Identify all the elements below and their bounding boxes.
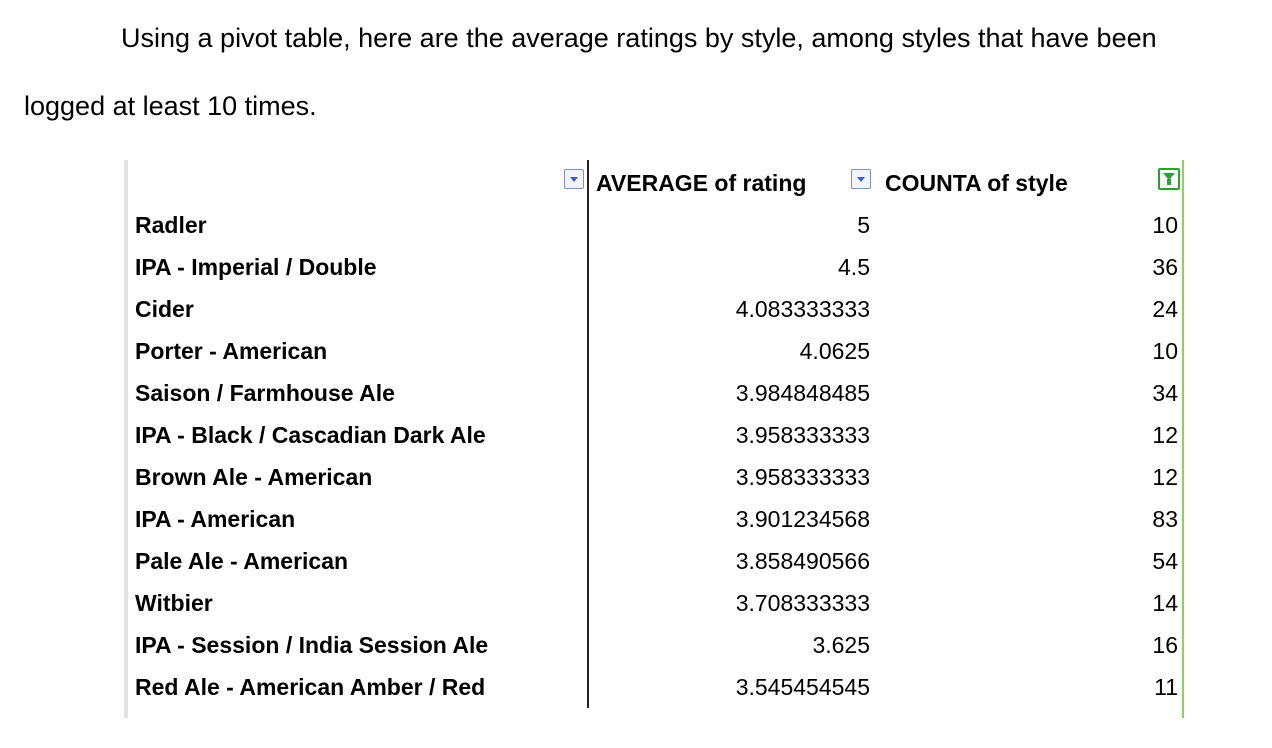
style-cell: Witbier [135,590,213,616]
table-row: Porter - American 4.0625 10 [124,330,1186,372]
table-right-border [1182,160,1184,718]
average-rating-cell: 4.083333333 [735,296,870,322]
table-row: IPA - Black / Cascadian Dark Ale 3.958333… [124,414,1186,456]
average-rating-cell: 3.984848485 [735,380,870,406]
average-rating-cell: 3.708333333 [735,590,870,616]
average-rating-cell: 3.545454545 [735,674,870,700]
table-left-border [124,160,128,718]
style-count-cell: 12 [1152,464,1178,490]
pivot-rows: Radler 5 10 IPA - Imperial / Double 4.5 36 Cid… [124,204,1186,708]
paragraph-line-2: logged at least 10 times. [24,91,317,121]
style-cell: IPA - American [135,506,296,532]
style-count-cell: 10 [1152,338,1178,364]
style-count-cell: 12 [1152,422,1178,448]
style-cell: IPA - Black / Cascadian Dark Ale [135,422,486,448]
style-count-cell: 24 [1152,296,1178,322]
style-cell: IPA - Imperial / Double [135,254,377,280]
table-row: Saison / Farmhouse Ale 3.984848485 34 [124,372,1186,414]
table-row: Pale Ale - American 3.858490566 54 [124,540,1186,582]
average-column-header: AVERAGE of rating [596,170,807,196]
style-cell: IPA - Session / India Session Ale [135,632,489,658]
average-column-dropdown-icon[interactable] [564,169,584,189]
table-row: Brown Ale - American 3.958333333 12 [124,456,1186,498]
average-rating-cell: 3.858490566 [735,548,870,574]
style-count-cell: 10 [1152,212,1178,238]
style-count-cell: 34 [1152,380,1178,406]
style-count-cell: 83 [1152,506,1178,532]
average-rating-cell: 4.0625 [799,338,870,364]
count-column-header: COUNTA of style [885,170,1068,196]
filter-funnel-icon[interactable] [1158,168,1180,190]
average-rating-cell: 4.5 [838,254,870,280]
style-count-cell: 54 [1152,548,1178,574]
average-rating-cell: 5 [857,212,870,238]
table-row: Radler 5 10 [124,204,1186,246]
style-count-cell: 36 [1152,254,1178,280]
average-rating-cell: 3.958333333 [735,422,870,448]
style-cell: Cider [135,296,194,322]
style-cell: Porter - American [135,338,328,364]
table-row: IPA - Imperial / Double 4.5 36 [124,246,1186,288]
table-row: IPA - Session / India Session Ale 3.625 16 [124,624,1186,666]
table-row: Cider 4.083333333 24 [124,288,1186,330]
style-cell: Red Ale - American Amber / Red [135,674,486,700]
average-rating-cell: 3.901234568 [735,506,870,532]
row-header-divider [587,160,589,708]
count-column-dropdown-icon[interactable] [851,169,871,189]
table-row: IPA - American 3.901234568 83 [124,498,1186,540]
style-count-cell: 11 [1154,674,1178,700]
paragraph-line-1: Using a pivot table, here are the averag… [121,23,1157,53]
style-cell: Brown Ale - American [135,464,373,490]
average-rating-cell: 3.625 [812,632,870,658]
style-cell: Saison / Farmhouse Ale [135,380,395,406]
average-rating-cell: 3.958333333 [735,464,870,490]
table-row: Red Ale - American Amber / Red 3.54545454… [124,666,1186,708]
style-count-cell: 14 [1152,590,1178,616]
style-count-cell: 16 [1152,632,1178,658]
pivot-table: AVERAGE of rating COUNTA of style Radler… [124,160,1186,720]
table-row: Witbier 3.708333333 14 [124,582,1186,624]
style-cell: Pale Ale - American [135,548,349,574]
style-cell: Radler [135,212,207,238]
